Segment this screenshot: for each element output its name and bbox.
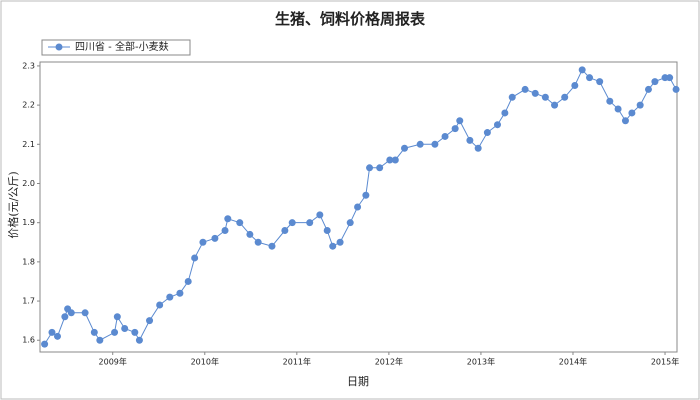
- x-tick-label: 2014年: [559, 357, 587, 367]
- data-point: [541, 93, 549, 101]
- data-point: [329, 242, 337, 250]
- data-point: [146, 317, 154, 325]
- data-point: [131, 328, 139, 336]
- data-point: [376, 164, 384, 172]
- data-point: [121, 324, 129, 332]
- data-point: [614, 105, 622, 113]
- data-point: [456, 117, 464, 125]
- x-tick-label: 2009年: [99, 357, 127, 367]
- plot-frame: [39, 61, 678, 353]
- y-tick-label: 2.2: [22, 101, 35, 110]
- data-point: [578, 66, 586, 74]
- data-point: [346, 219, 354, 227]
- data-point: [268, 242, 276, 250]
- data-point: [391, 156, 399, 164]
- data-point: [501, 109, 509, 117]
- data-point: [551, 101, 559, 109]
- x-tick-label: 2011年: [283, 357, 311, 367]
- data-point: [81, 309, 89, 317]
- data-point: [113, 313, 121, 321]
- data-point: [431, 140, 439, 148]
- data-point: [96, 336, 104, 344]
- x-tick-label: 2012年: [375, 357, 403, 367]
- data-point: [606, 97, 614, 105]
- data-point: [111, 328, 119, 336]
- y-tick-label: 2.3: [22, 61, 35, 70]
- data-point: [416, 140, 424, 148]
- data-point: [254, 238, 262, 246]
- data-point: [90, 328, 98, 336]
- data-point: [336, 238, 344, 246]
- data-point: [636, 101, 644, 109]
- data-point: [466, 136, 474, 144]
- data-point: [493, 121, 501, 129]
- data-point: [306, 219, 314, 227]
- legend-label: 四川省 - 全部-小麦麸: [75, 40, 169, 53]
- data-point: [41, 340, 49, 348]
- data-point: [135, 336, 143, 344]
- data-point: [221, 227, 229, 235]
- data-point: [166, 293, 174, 301]
- data-point: [67, 309, 75, 317]
- data-point: [246, 230, 254, 238]
- data-point: [211, 234, 219, 242]
- data-point: [441, 132, 449, 140]
- x-tick-label: 2013年: [467, 357, 495, 367]
- legend-marker: [55, 43, 63, 51]
- data-point: [521, 85, 529, 93]
- data-point: [366, 164, 374, 172]
- chart-title: 生猪、饲料价格周报表: [275, 10, 426, 28]
- data-point: [666, 74, 674, 82]
- data-point: [586, 74, 594, 82]
- data-point: [176, 289, 184, 297]
- y-axis-label: 价格(元/公斤): [6, 171, 20, 238]
- data-point: [316, 211, 324, 219]
- y-tick-label: 1.8: [22, 257, 35, 266]
- y-tick-label: 1.7: [22, 297, 35, 306]
- data-point: [596, 78, 604, 86]
- y-tick-label: 2.1: [22, 140, 35, 149]
- data-point: [61, 313, 69, 321]
- data-point: [451, 125, 459, 133]
- y-tick-label: 1.9: [22, 218, 35, 227]
- y-tick-label: 2.0: [22, 179, 35, 188]
- data-point: [236, 219, 244, 227]
- data-point: [354, 203, 362, 211]
- data-point: [531, 89, 539, 97]
- data-point: [191, 254, 199, 262]
- data-point: [571, 82, 579, 90]
- data-point: [362, 191, 370, 199]
- x-axis-label: 日期: [347, 375, 369, 388]
- data-point: [386, 156, 394, 164]
- data-point: [401, 144, 409, 152]
- data-point: [672, 85, 680, 93]
- data-point: [621, 117, 629, 125]
- data-point: [48, 328, 56, 336]
- data-point: [281, 227, 289, 235]
- data-point: [184, 277, 192, 285]
- data-point: [561, 93, 569, 101]
- data-point: [53, 332, 61, 340]
- data-point: [644, 85, 652, 93]
- data-point: [199, 238, 207, 246]
- legend: [41, 39, 191, 56]
- data-point: [508, 93, 516, 101]
- data-point: [323, 227, 331, 235]
- data-point: [474, 144, 482, 152]
- y-tick-label: 1.6: [22, 336, 35, 345]
- data-point: [288, 219, 296, 227]
- x-tick-label: 2010年: [191, 357, 219, 367]
- data-point: [224, 215, 232, 223]
- x-tick-label: 2015年: [651, 357, 679, 367]
- data-point: [651, 78, 659, 86]
- data-point: [483, 129, 491, 137]
- data-point: [156, 301, 164, 309]
- data-point: [628, 109, 636, 117]
